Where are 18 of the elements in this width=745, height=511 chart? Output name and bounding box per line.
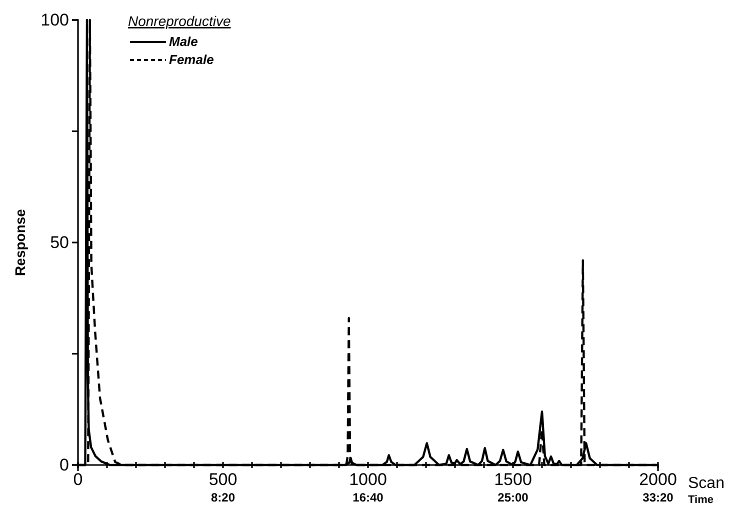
y-tick-label: 0 bbox=[60, 455, 69, 474]
x-tick-label: 0 bbox=[73, 470, 83, 490]
x-tick-label: 500 bbox=[208, 470, 238, 490]
x2-axis-title: Time bbox=[688, 494, 714, 506]
y-tick-label: 50 bbox=[50, 232, 69, 252]
legend-title: Nonreproductive bbox=[128, 13, 231, 29]
y-tick-label: 100 bbox=[40, 10, 69, 30]
legend-label: Male bbox=[169, 34, 198, 49]
x-tick-label: 1000 bbox=[349, 470, 387, 490]
legend-label: Female bbox=[169, 52, 214, 67]
y-axis-title: Response bbox=[12, 208, 28, 276]
x2-tick-label: 16:40 bbox=[352, 490, 384, 505]
x-tick-label: 1500 bbox=[494, 470, 532, 490]
x-tick-label: 2000 bbox=[639, 470, 677, 490]
x2-tick-label: 33:20 bbox=[642, 490, 674, 505]
x2-tick-label: 25:00 bbox=[498, 490, 529, 505]
x2-tick-label: 8:20 bbox=[210, 490, 236, 505]
x-axis-title: Scan bbox=[688, 475, 724, 492]
